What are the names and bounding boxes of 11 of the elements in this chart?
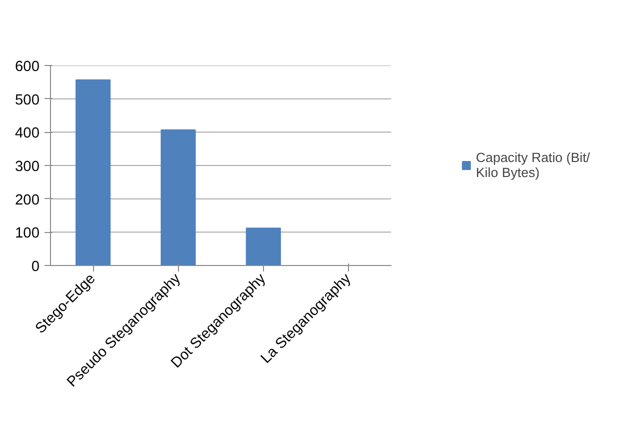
y-tick-label: 300 <box>15 159 40 175</box>
bar <box>76 79 111 266</box>
bar <box>246 228 281 266</box>
legend-label: Capacity Ratio (Bit/ Kilo Bytes) <box>476 150 590 180</box>
y-tick-label: 500 <box>15 92 40 108</box>
y-tick-label: 100 <box>15 226 40 242</box>
y-tick-label: 0 <box>31 259 40 275</box>
y-tick-label: 200 <box>15 192 40 208</box>
bar <box>160 129 196 266</box>
y-tick-label: 600 <box>15 59 40 75</box>
y-tick-label: 400 <box>15 126 40 142</box>
